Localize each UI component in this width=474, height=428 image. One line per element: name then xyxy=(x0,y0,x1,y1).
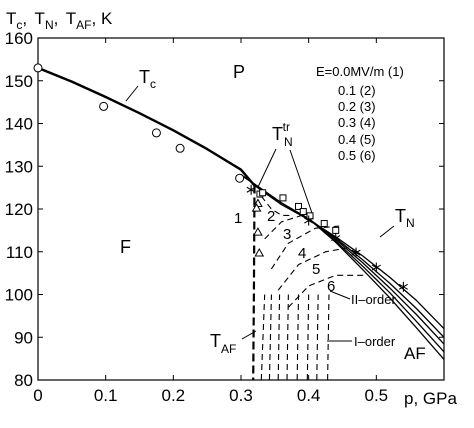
legend-title: E=0.0MV/m (1) xyxy=(316,64,404,79)
star-marker xyxy=(331,233,341,244)
plot-area-clipped xyxy=(38,66,444,380)
series-line xyxy=(254,184,444,330)
y-tick-label: 110 xyxy=(6,243,33,262)
y-tick-label: 130 xyxy=(5,157,33,176)
x-tick-label: 0.4 xyxy=(297,386,321,405)
first-order-label: I–order xyxy=(354,334,396,349)
x-tick-label: 0 xyxy=(33,386,42,405)
square-marker xyxy=(320,220,328,228)
legend-entry: 0.5 (6) xyxy=(338,148,376,163)
star-marker xyxy=(398,281,408,292)
square-marker xyxy=(332,226,340,234)
y-tick-label: 140 xyxy=(5,115,33,134)
series-line xyxy=(277,246,350,291)
y-tick-label: 90 xyxy=(14,328,33,347)
series-line xyxy=(260,195,292,216)
tn-label-leader xyxy=(379,225,395,238)
data-markers xyxy=(33,63,408,292)
y-tick-label: 80 xyxy=(14,371,33,390)
legend-entry: 0.4 (5) xyxy=(338,132,376,147)
curve-number-label: 3 xyxy=(283,226,291,243)
curve-number-label: 5 xyxy=(312,261,320,278)
axis-ticks: 0 0.1 0.2 0.3 0.4 0.5809010011012013014015016… xyxy=(5,29,444,405)
series-line xyxy=(240,174,444,338)
series-line xyxy=(38,66,256,187)
first-order-boundary xyxy=(260,294,266,380)
y-tick-label: 150 xyxy=(5,72,33,91)
first-order-boundary xyxy=(327,294,330,380)
y-tick-label: 120 xyxy=(5,200,33,219)
second-order-label: II–order xyxy=(351,292,396,307)
second-order-leader xyxy=(329,290,351,300)
tn-tr-leader-right xyxy=(289,149,313,214)
x-tick-label: 0.3 xyxy=(229,386,253,405)
circle-marker xyxy=(151,128,161,138)
tn-tr-leader-left xyxy=(257,148,277,188)
star-marker xyxy=(304,215,314,226)
plot-frame xyxy=(37,37,445,381)
first-order-boundary xyxy=(268,294,272,380)
legend-entry: 0.1 (2) xyxy=(338,83,376,98)
phase-label-ferro: F xyxy=(120,237,131,257)
circle-marker xyxy=(99,101,109,111)
first-order-boundary xyxy=(286,294,289,380)
square-marker xyxy=(299,208,307,216)
circle-marker xyxy=(175,143,185,153)
square-marker xyxy=(295,202,303,210)
curve-number-label: 2 xyxy=(267,208,275,225)
phase-label-paramagnetic: P xyxy=(233,62,245,82)
y-tick-label: 100 xyxy=(5,286,33,305)
first-order-boundary xyxy=(306,294,310,380)
x-axis-title: p, GPa xyxy=(404,389,457,408)
star-marker xyxy=(246,184,256,195)
square-marker xyxy=(306,212,314,220)
tc-label-leader xyxy=(125,85,139,102)
square-marker xyxy=(259,189,267,197)
tn-tr-curve-label: TNtr xyxy=(272,120,293,149)
star-marker xyxy=(351,247,361,258)
tc-curve-label: Tc xyxy=(139,67,156,91)
taf-label-leader xyxy=(241,330,257,340)
series-line xyxy=(240,174,444,360)
phase-label-antiferro: AF xyxy=(404,344,426,363)
square-marker xyxy=(279,194,287,202)
x-tick-label: 0.2 xyxy=(162,386,186,405)
legend: E=0.0MV/m (1) 0.1 (2) 0.2 (3) 0.3 (4) 0.… xyxy=(316,64,404,163)
triangle-marker xyxy=(254,248,265,257)
legend-entry: 0.2 (3) xyxy=(338,99,376,114)
y-tick-label: 160 xyxy=(5,29,33,48)
curve-number-label: 4 xyxy=(298,245,306,262)
curve-number-label: 1 xyxy=(234,210,242,227)
first-order-boundary xyxy=(316,294,319,380)
series-line xyxy=(252,185,256,380)
series-line xyxy=(270,225,340,270)
y-axis-title: Tc, TN, TAF, K xyxy=(6,9,113,32)
star-marker xyxy=(371,262,381,273)
x-tick-label: 0.5 xyxy=(365,386,389,405)
circle-marker xyxy=(235,173,245,183)
triangle-marker xyxy=(251,203,262,212)
circle-marker xyxy=(33,63,43,73)
taf-curve-label: TAF xyxy=(210,331,236,356)
first-order-boundary xyxy=(277,294,281,380)
tn-curve-label: TN xyxy=(395,206,415,230)
first-order-boundary xyxy=(296,294,300,380)
triangle-marker xyxy=(253,227,263,236)
curve-number-label: 6 xyxy=(327,278,335,295)
legend-entry: 0.3 (4) xyxy=(338,115,376,130)
x-tick-label: 0.1 xyxy=(94,386,118,405)
